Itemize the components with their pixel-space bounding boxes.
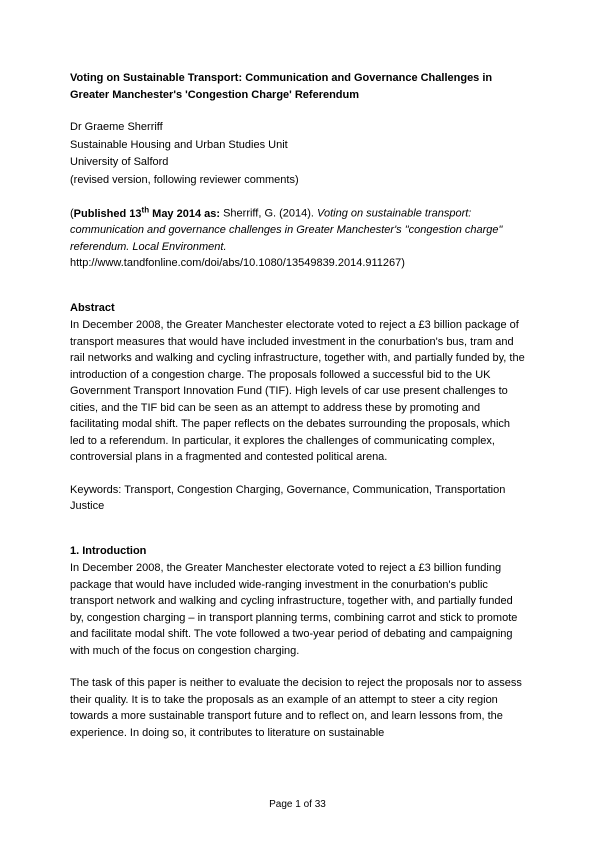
author-block: Dr Graeme Sherriff Sustainable Housing a…	[70, 119, 525, 188]
page-footer: Page 1 of 33	[0, 797, 595, 812]
abstract-text: In December 2008, the Greater Manchester…	[70, 317, 525, 466]
keywords: Keywords: Transport, Congestion Charging…	[70, 482, 525, 515]
pub-prefix: (Published 13th May 2014 as:	[70, 208, 223, 220]
introduction-section: 1. Introduction In December 2008, the Gr…	[70, 543, 525, 742]
abstract-section: Abstract In December 2008, the Greater M…	[70, 300, 525, 466]
author-note: (revised version, following reviewer com…	[70, 172, 525, 189]
paper-title: Voting on Sustainable Transport: Communi…	[70, 70, 525, 103]
abstract-heading: Abstract	[70, 300, 525, 317]
author-name: Dr Graeme Sherriff	[70, 119, 525, 136]
introduction-para1: In December 2008, the Greater Manchester…	[70, 560, 525, 659]
introduction-heading: 1. Introduction	[70, 543, 525, 560]
publication-info: (Published 13th May 2014 as: Sherriff, G…	[70, 204, 525, 272]
pub-author: Sherriff, G. (2014).	[223, 208, 317, 220]
author-unit: Sustainable Housing and Urban Studies Un…	[70, 137, 525, 154]
author-institution: University of Salford	[70, 154, 525, 171]
pub-url: http://www.tandfonline.com/doi/abs/10.10…	[70, 255, 525, 272]
introduction-para2: The task of this paper is neither to eva…	[70, 675, 525, 741]
